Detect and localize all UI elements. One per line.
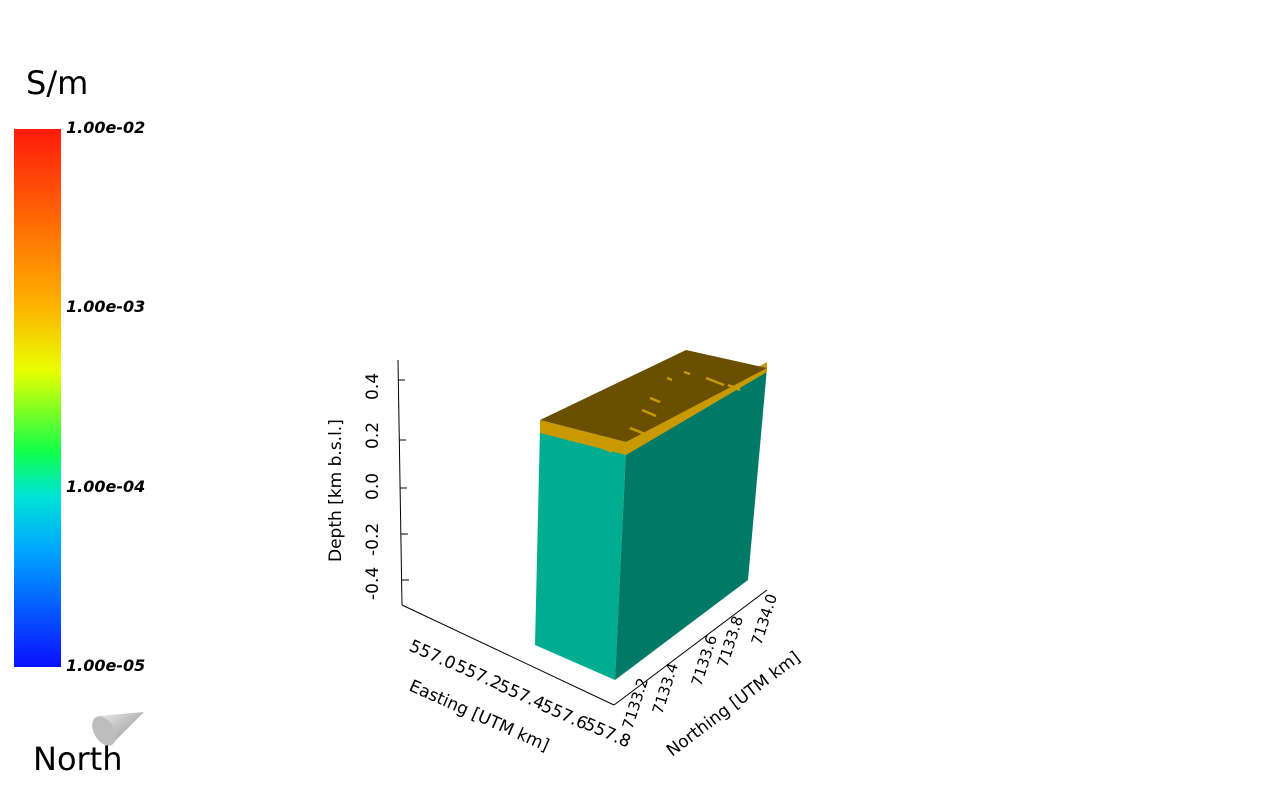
depth-tick-label: -0.4 [363,567,383,600]
northing-tick-label: 7134.0 [748,592,781,647]
model-front-face [535,428,626,680]
model-top-face [540,350,767,442]
colorbar-unit-title: S/m [26,64,89,102]
depth-tick-label: 0.2 [363,422,383,449]
depth-tick-label: 0.0 [363,473,383,500]
easting-tick-label: 557.0 [406,636,459,674]
colorbar-tick-max: 1.00e-02 [66,118,146,137]
depth-axis: -0.4 -0.2 0.0 0.2 0.4 Depth [km b.s.l.] [326,359,409,606]
model-side-face [615,368,767,680]
depth-tick-label: -0.2 [363,523,383,556]
conductivity-block-model[interactable] [535,350,767,680]
northing-tick-label: 7133.4 [649,661,682,716]
northing-axis-title: Northing [UTM km] [663,648,804,761]
colorbar [14,129,61,667]
northing-tick-label: 7133.2 [619,676,652,731]
depth-axis-title: Depth [km b.s.l.] [326,419,346,562]
colorbar-gradient [14,129,61,667]
colorbar-tick-3: 1.00e-04 [66,477,146,496]
colorbar-tick-min: 1.00e-05 [66,656,146,675]
model-top-edge [540,420,626,455]
colorbar-tick-2: 1.00e-03 [66,297,146,316]
north-arrow-icon [90,706,150,754]
north-label: North [33,740,123,778]
depth-tick-label: 0.4 [363,373,383,400]
